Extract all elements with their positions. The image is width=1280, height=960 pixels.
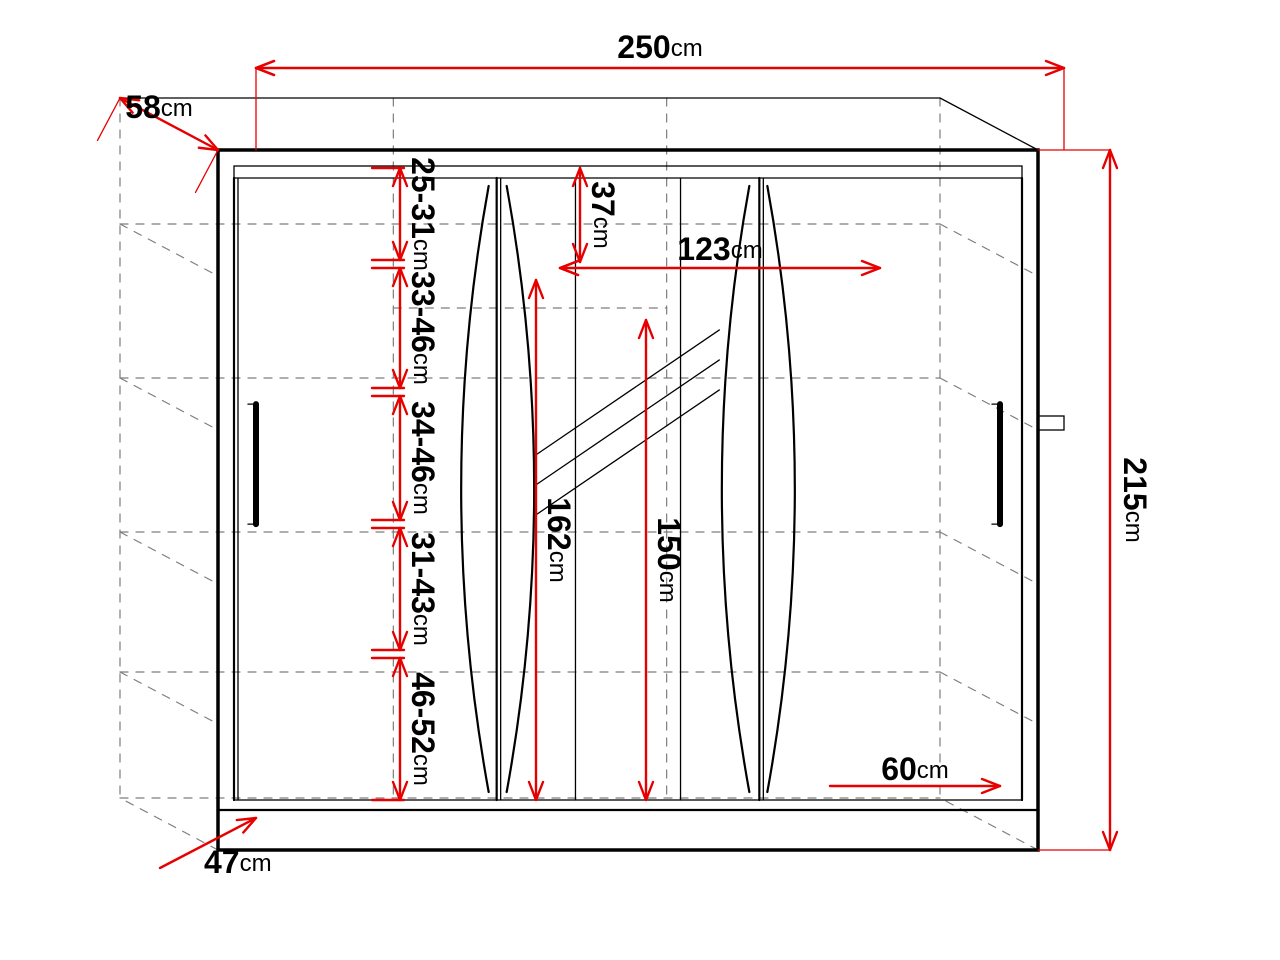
svg-text:58cm: 58cm — [125, 89, 193, 125]
wardrobe-dimension-diagram: 58cm 250cm 215cm 123cm 37cm 162cm 150cm 25-31cm… — [0, 0, 1280, 960]
dim-height: 215cm — [1038, 150, 1153, 850]
svg-text:162cm: 162cm — [541, 497, 577, 582]
svg-text:250cm: 250cm — [617, 29, 702, 65]
dim-width: 250cm — [256, 29, 1064, 150]
svg-text:31-43cm: 31-43cm — [405, 532, 441, 646]
svg-text:33-46cm: 33-46cm — [405, 271, 441, 385]
svg-text:47cm: 47cm — [204, 844, 272, 880]
svg-text:123cm: 123cm — [677, 231, 762, 267]
svg-text:150cm: 150cm — [651, 517, 687, 602]
dim-shelf_h_37: 37cm — [573, 168, 621, 262]
svg-text:25-31cm: 25-31cm — [405, 157, 441, 271]
svg-text:60cm: 60cm — [881, 751, 949, 787]
svg-text:37cm: 37cm — [585, 181, 621, 249]
dim-depth: 58cm — [98, 89, 218, 192]
svg-text:34-46cm: 34-46cm — [405, 401, 441, 515]
svg-text:215cm: 215cm — [1117, 457, 1153, 542]
svg-text:46-52cm: 46-52cm — [405, 672, 441, 786]
